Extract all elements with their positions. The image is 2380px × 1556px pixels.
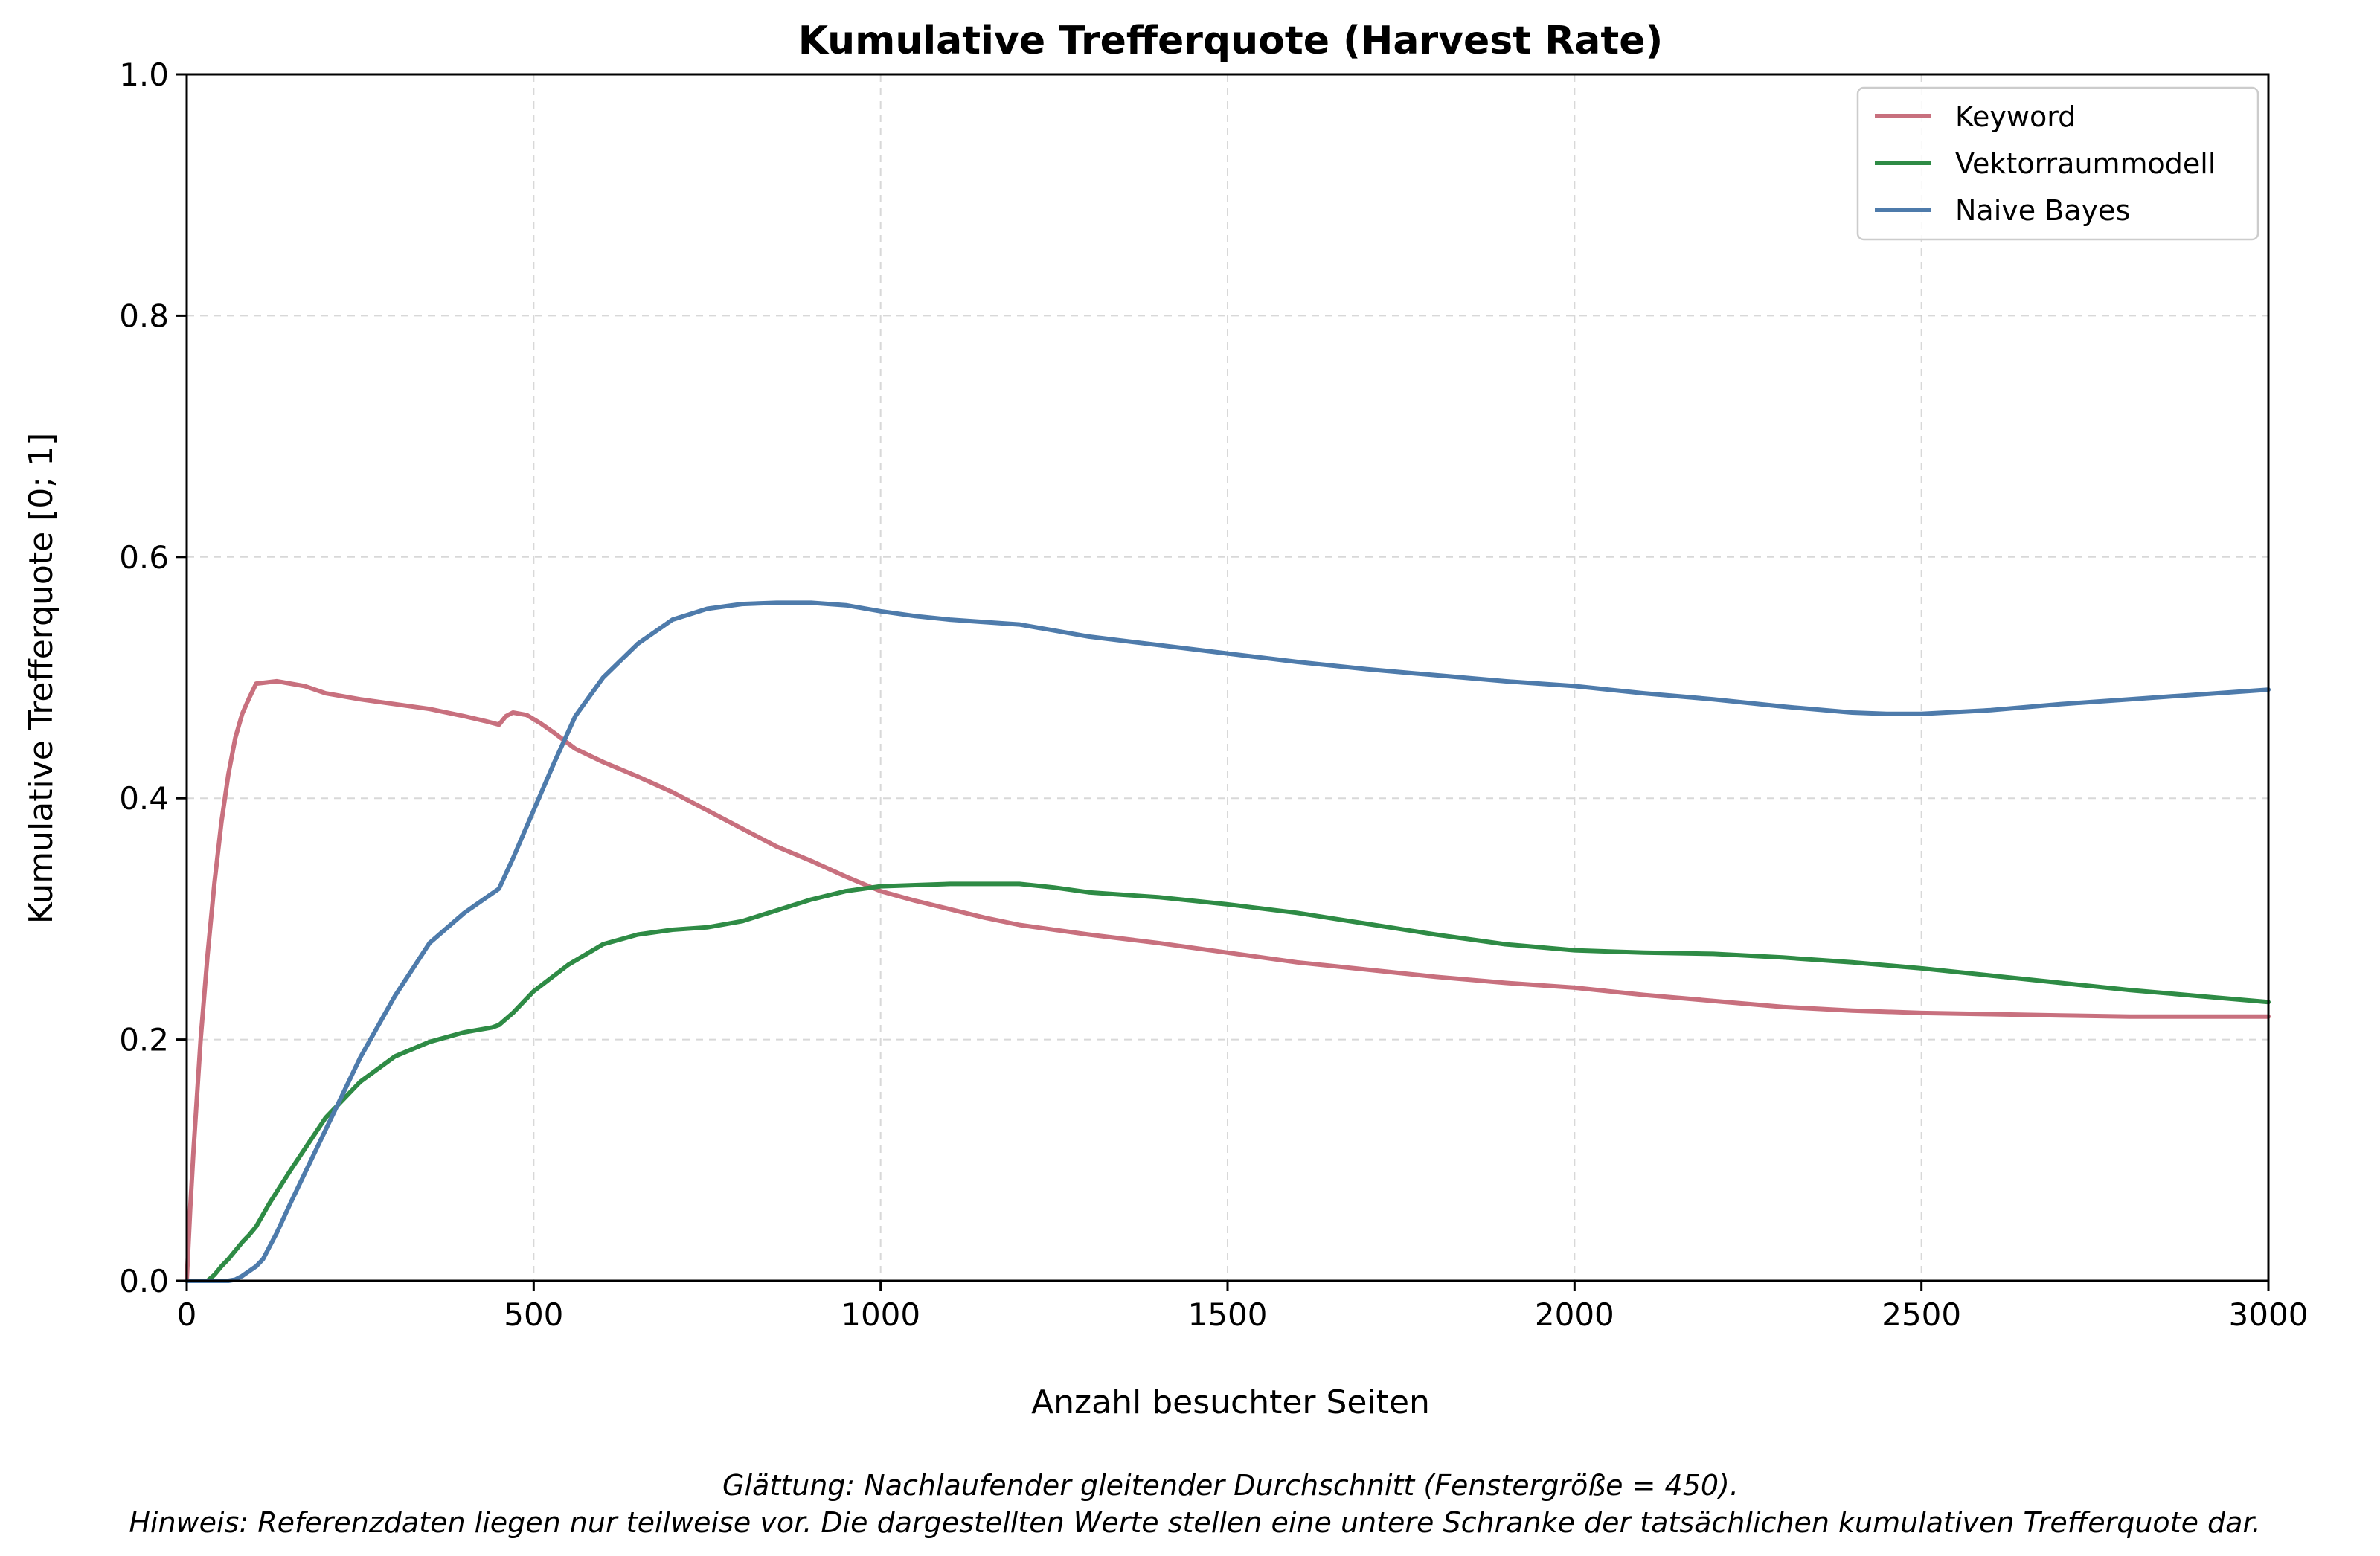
legend-box xyxy=(1856,86,2259,241)
y-tick-label: 0.0 xyxy=(119,1263,169,1299)
x-tick-label: 2000 xyxy=(1535,1296,1614,1333)
series-line-naive-bayes xyxy=(185,600,2271,1283)
chart-title: Kumulative Trefferquote (Harvest Rate) xyxy=(798,19,1663,63)
y-axis-label: Kumulative Trefferquote [0; 1] xyxy=(22,433,60,925)
legend-label-naive-bayes: Naive Bayes xyxy=(1955,194,2130,227)
legend-label-keyword: Keyword xyxy=(1955,100,2076,133)
tick-layer: 0 500 1000 1500 2000 2500 3000 0.0 0.2 0.4 0.6 0.8 1… xyxy=(119,57,2308,1333)
series-line-vektorraummodell xyxy=(185,881,2271,1283)
y-tick-label: 0.6 xyxy=(119,539,169,576)
x-tick-label: 2500 xyxy=(1882,1296,1961,1333)
x-tick-label: 1000 xyxy=(841,1296,920,1333)
grid-layer xyxy=(187,74,2268,1281)
x-tick-label: 0 xyxy=(177,1296,197,1333)
y-tick-label: 0.4 xyxy=(119,780,169,817)
x-tick-label: 1500 xyxy=(1188,1296,1268,1333)
y-tick-label: 0.2 xyxy=(119,1022,169,1058)
x-tick-label: 500 xyxy=(504,1296,563,1333)
legend: Keyword Vektorraummodell Naive Bayes xyxy=(1856,86,2259,241)
series-layer xyxy=(185,600,2271,1283)
reference-data-note: Hinweis: Referenzdaten liegen nur teilwe… xyxy=(129,1506,2260,1539)
legend-label-vektorraummodell: Vektorraummodell xyxy=(1955,147,2216,180)
smoothing-note: Glättung: Nachlaufender gleitender Durch… xyxy=(722,1469,1739,1502)
x-axis-label: Anzahl besuchter Seiten xyxy=(1031,1383,1430,1421)
x-tick-label: 3000 xyxy=(2229,1296,2309,1333)
series-line-keyword xyxy=(185,678,2271,1283)
y-tick-label: 0.8 xyxy=(119,298,169,334)
y-tick-label: 1.0 xyxy=(119,57,169,93)
